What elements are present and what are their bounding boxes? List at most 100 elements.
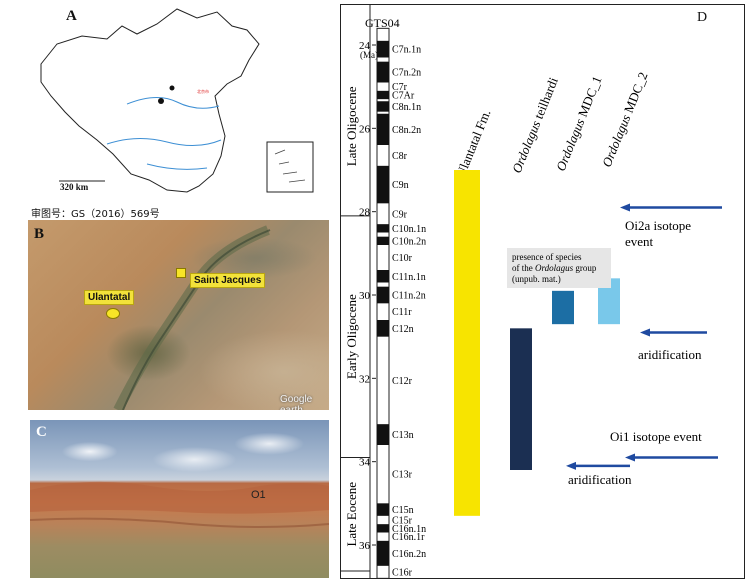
oi2a-label-line2: event [625,234,654,249]
chron-label: C16n.2n [392,549,426,560]
chron-label: C10r [392,253,413,264]
age-ticks: 24 26 28 30 32 34 36 [359,40,376,552]
polarity-chron-C15n [377,503,389,516]
panel-b-label: B [34,226,45,242]
polarity-column [376,27,390,579]
chron-label: C8n.2n [392,125,421,136]
header-ordolagus-mdc-1: Ordolagus MDC_1 [553,74,605,173]
panel-d-frame [340,4,745,579]
oi2a-arrow-head [620,203,630,212]
ordolagus-group-note: presence of species of the Ordolagus gro… [507,248,611,288]
aridification-lower-label: aridification [568,472,632,487]
polarity-chron-C10n.1n [377,224,389,233]
aridification-upper-label: aridification [638,347,702,362]
header-ulantatal-fm: Ulantatal Fm. [453,107,494,179]
range-bar-0 [454,170,480,516]
panel-d-label: D [697,10,708,25]
chron-label: C15n [392,505,414,516]
chron-label: C12n [392,324,414,335]
polarity-chron-C10n.2n [377,236,389,245]
note-line-3: (unpub. mat.) [512,274,561,284]
range-bar-3 [598,278,620,325]
header-ordolagus-mdc-2: Ordolagus MDC_2 [599,70,651,169]
yangtze-river [106,138,222,146]
chron-label: C9r [392,209,408,220]
polarity-chron-C16n.1n [377,524,389,533]
chron-label: C13n [392,430,414,441]
polarity-chron-C9n [377,165,389,204]
age-tick-label: 34 [359,457,371,469]
map-approval-number: 审图号：GS（2016）569号 [31,209,160,220]
imagery-credit: Google earth [280,394,313,410]
chron-label: C11n.1n [392,272,426,283]
unit-label: (Ma) [360,50,378,60]
scale-label: 320 km [60,182,89,192]
yellow-river [126,97,220,109]
taxon-ranges [454,170,620,516]
pearl-river [146,163,208,170]
chron-label: C16n.1n [392,524,426,535]
capital-label: 北京市 [197,88,209,94]
south-china-sea-inset [266,141,314,193]
column-headers: Ulantatal Fm. Ordolagus teilhardi Ordola… [453,70,651,179]
epoch-label: Late Oligocene [344,86,359,166]
age-tick-label: 24 [359,40,371,52]
saint-jacques-marker [176,268,186,278]
saint-jacques-label: Saint Jacques [190,273,266,288]
chron-label: C8r [392,151,408,162]
oi1-label: Oi1 isotope event [610,429,702,444]
panel-b-satellite: B Ulantatal Saint Jacques Google earth [28,220,329,410]
chron-label: C10n.1n [392,224,426,235]
panel-c-label: C [36,424,47,440]
polarity-chron-C12n [377,320,389,337]
polarity-chron-C11n.2n [377,286,389,304]
event-labels: Oi2a isotope event aridification Oi1 iso… [568,218,702,487]
age-tick-label: 36 [359,540,371,552]
river-valley [113,225,271,410]
polarity-chron-C8n.2n [377,113,389,145]
chron-label: C8n.1n [392,102,421,113]
aridification-lower-arrow-head [566,461,576,470]
china-map: 北京市 [40,8,314,193]
layer-o1-label: O1 [251,489,266,501]
panel-c-photo: C O1 [30,420,329,578]
chron-label: C12r [392,376,413,387]
age-tick-label: 30 [359,290,371,302]
age-tick-label: 28 [359,207,371,219]
panel-a-label: A [66,8,77,24]
epoch-label: Early Oligocene [344,294,359,379]
site-marker-1 [158,98,164,104]
chron-label: C9n [392,180,409,191]
chron-label: C7n.1n [392,45,421,56]
chron-label: C7r [392,82,408,93]
chron-label: C16n.1r [392,532,425,543]
chron-label: C7Ar [392,91,415,102]
outcrop-layers [30,481,329,528]
chron-label: C11n.2n [392,291,426,302]
china-outline [40,8,260,193]
site-marker-2 [169,85,175,91]
chron-label: C16r [392,568,413,579]
polarity-chron-C8n.1n [377,101,389,112]
aridification-upper-arrow-head [640,328,650,337]
epoch-label: Late Eocene [344,482,359,547]
inset-islands [274,149,306,183]
chron-label: C11r [392,307,412,318]
chron-label: C15r [392,516,413,527]
epoch-column: Late Oligocene Early Oligocene Late Eocene [340,4,371,579]
polarity-chron-C7n.2n [377,61,389,83]
note-line-1: presence of species [512,252,582,262]
range-bar-2 [552,290,574,325]
event-arrows [566,203,722,470]
header-ordolagus-teilhardi: Ordolagus teilhardi [509,75,561,175]
age-tick-label: 32 [359,373,370,385]
chron-label: C13r [392,470,413,481]
polarity-chron-C11n.1n [377,270,389,283]
polarity-chron-C7Ar [377,90,389,100]
age-tick-label: 26 [359,123,371,135]
range-bar-1 [510,328,532,470]
polarity-chron-C7n.1n [377,40,389,58]
oi2a-label-line1: Oi2a isotope [625,218,691,233]
polarity-chron-C16n.2n [377,540,389,566]
